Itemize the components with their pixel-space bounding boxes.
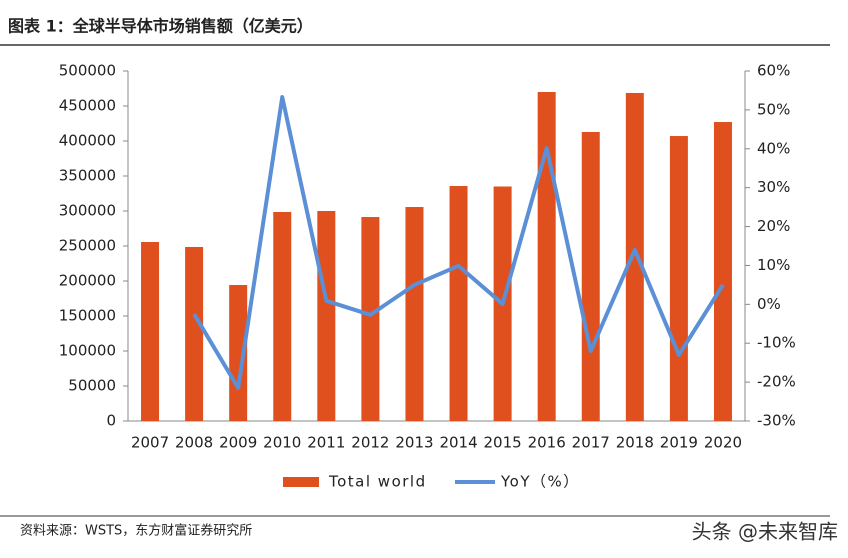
bar: [625, 92, 644, 421]
x-tick-label: 2014: [439, 434, 477, 452]
bar: [581, 131, 600, 421]
bar: [141, 242, 160, 421]
y2-tick-label: -10%: [757, 334, 796, 352]
y-tick-label: 350000: [59, 167, 116, 185]
x-tick-label: 2019: [660, 434, 698, 452]
y-tick-label: 150000: [59, 307, 116, 325]
y-tick-label: 300000: [59, 202, 116, 220]
x-tick-label: 2016: [528, 434, 566, 452]
x-tick-label: 2013: [395, 434, 433, 452]
bar: [449, 186, 468, 421]
x-tick-label: 2009: [219, 434, 257, 452]
y-tick-label: 500000: [59, 62, 116, 80]
y2-tick-label: 50%: [757, 100, 790, 118]
y-tick-label: 0: [106, 412, 116, 430]
chart-title: 图表 1：全球半导体市场销售额（亿美元）: [8, 17, 313, 36]
bar: [713, 122, 732, 421]
x-tick-label: 2020: [704, 434, 742, 452]
bar: [537, 92, 556, 421]
y-tick-label: 400000: [59, 132, 116, 150]
y2-tick-label: 40%: [757, 139, 790, 157]
y2-tick-label: 60%: [757, 62, 790, 80]
bar: [669, 136, 688, 421]
x-tick-label: 2017: [572, 434, 610, 452]
bar: [405, 207, 424, 421]
y2-tick-label: 20%: [757, 217, 790, 235]
x-tick-label: 2008: [175, 434, 213, 452]
y-tick-label: 450000: [59, 97, 116, 115]
bar: [273, 211, 292, 421]
x-tick-label: 2018: [616, 434, 654, 452]
y2-tick-label: 30%: [757, 178, 790, 196]
legend-label: YoY（%）: [500, 473, 580, 491]
bar: [185, 246, 204, 421]
bar: [361, 217, 380, 421]
x-tick-label: 2012: [351, 434, 389, 452]
legend-label: Total world: [328, 473, 427, 491]
x-tick-label: 2007: [131, 434, 169, 452]
y-tick-label: 200000: [59, 272, 116, 290]
y2-tick-label: 10%: [757, 256, 790, 274]
legend-swatch: [283, 477, 319, 487]
y2-tick-label: 0%: [757, 295, 781, 313]
y-tick-label: 50000: [68, 377, 116, 395]
y-tick-label: 100000: [59, 342, 116, 360]
x-tick-label: 2015: [484, 434, 522, 452]
bar: [317, 211, 336, 421]
source: 资料来源：WSTS，东方财富证券研究所: [20, 523, 252, 539]
x-tick-label: 2010: [263, 434, 301, 452]
watermark: 头条 @未来智库: [692, 520, 838, 544]
y2-tick-label: -30%: [757, 412, 796, 430]
line: [192, 95, 725, 390]
y-tick-label: 250000: [59, 237, 116, 255]
bar: [229, 284, 248, 421]
y2-tick-label: -20%: [757, 373, 796, 391]
x-tick-label: 2011: [307, 434, 345, 452]
